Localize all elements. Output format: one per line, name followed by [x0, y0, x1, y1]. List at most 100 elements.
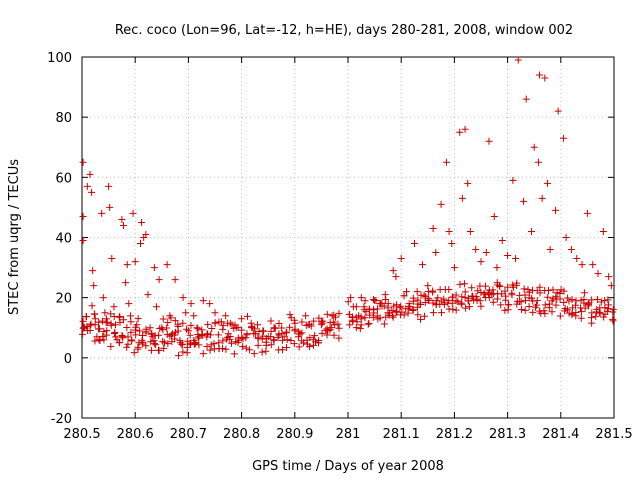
data-point	[206, 300, 214, 308]
data-point	[400, 292, 408, 300]
x-tick-label: 280.6	[117, 427, 154, 442]
data-point	[424, 282, 432, 290]
data-point	[607, 282, 615, 290]
data-point	[440, 300, 448, 308]
data-point	[488, 291, 496, 299]
data-point	[302, 312, 310, 320]
data-point	[429, 309, 437, 317]
data-point	[91, 310, 99, 318]
data-point	[132, 331, 140, 339]
data-point	[98, 209, 106, 217]
data-point	[79, 330, 87, 338]
data-point	[136, 327, 144, 335]
data-point	[298, 318, 306, 326]
data-point	[83, 182, 91, 190]
data-point	[319, 317, 327, 325]
data-point	[605, 301, 613, 309]
data-point	[583, 209, 591, 217]
data-point	[246, 346, 254, 354]
data-point	[372, 296, 380, 304]
data-point	[508, 291, 516, 299]
data-point	[195, 341, 203, 349]
data-point	[155, 331, 163, 339]
x-tick-label: 281	[336, 427, 361, 442]
data-point	[504, 283, 512, 291]
data-point	[548, 297, 556, 305]
data-point	[211, 309, 219, 317]
data-point	[520, 197, 528, 205]
data-point	[183, 325, 191, 333]
data-point	[548, 308, 556, 316]
data-point	[413, 288, 421, 296]
data-point	[79, 317, 87, 325]
data-point	[90, 282, 98, 290]
y-tick-label: 20	[55, 292, 72, 307]
x-tick-label: 281.1	[383, 427, 420, 442]
y-tick-label: 100	[47, 51, 72, 66]
data-point	[214, 331, 222, 339]
data-point	[529, 308, 537, 316]
data-point	[199, 297, 207, 305]
data-point	[544, 293, 552, 301]
data-point	[409, 306, 417, 314]
data-point	[125, 300, 133, 308]
data-point	[199, 350, 207, 358]
data-point	[365, 305, 373, 313]
data-point	[124, 333, 132, 341]
data-point	[389, 313, 397, 321]
data-point	[159, 315, 167, 323]
data-point	[96, 325, 104, 333]
grid	[82, 57, 614, 418]
data-point	[186, 331, 194, 339]
data-point	[572, 308, 580, 316]
data-point	[559, 134, 567, 142]
data-point	[298, 329, 306, 337]
data-point	[112, 333, 120, 341]
data-point	[396, 304, 404, 312]
data-point	[318, 329, 326, 337]
data-point	[250, 325, 258, 333]
data-point	[275, 331, 283, 339]
data-point	[91, 321, 99, 329]
data-point	[106, 203, 114, 211]
data-point	[123, 343, 131, 351]
data-point	[79, 237, 87, 245]
data-point	[155, 276, 163, 284]
data-point	[179, 340, 187, 348]
data-point	[501, 287, 509, 295]
data-point	[601, 304, 609, 312]
data-point	[175, 352, 183, 360]
x-tick-label: 280.7	[170, 427, 207, 442]
data-point	[159, 337, 167, 345]
data-point	[477, 288, 485, 296]
data-point	[364, 320, 372, 328]
y-tick-label: 40	[55, 232, 72, 247]
data-point	[206, 346, 214, 354]
data-point	[102, 331, 110, 339]
data-point	[369, 313, 377, 321]
data-point	[377, 300, 385, 308]
data-point	[361, 314, 369, 322]
data-point	[434, 294, 442, 302]
data-point	[270, 336, 278, 344]
data-point	[283, 343, 291, 351]
data-point	[112, 321, 120, 329]
data-point	[139, 340, 147, 348]
data-point	[171, 331, 179, 339]
y-tick-label: 80	[55, 111, 72, 126]
data-point	[604, 296, 612, 304]
data-point	[352, 303, 360, 311]
data-point	[496, 282, 504, 290]
data-point	[267, 327, 275, 335]
data-point	[210, 340, 218, 348]
data-point	[594, 270, 602, 278]
data-point	[179, 348, 187, 356]
data-point	[516, 298, 524, 306]
data-point	[593, 295, 601, 303]
data-point	[227, 339, 235, 347]
data-point	[366, 311, 374, 319]
data-point	[458, 300, 466, 308]
data-point	[592, 308, 600, 316]
data-point	[115, 313, 123, 321]
data-point	[521, 306, 529, 314]
